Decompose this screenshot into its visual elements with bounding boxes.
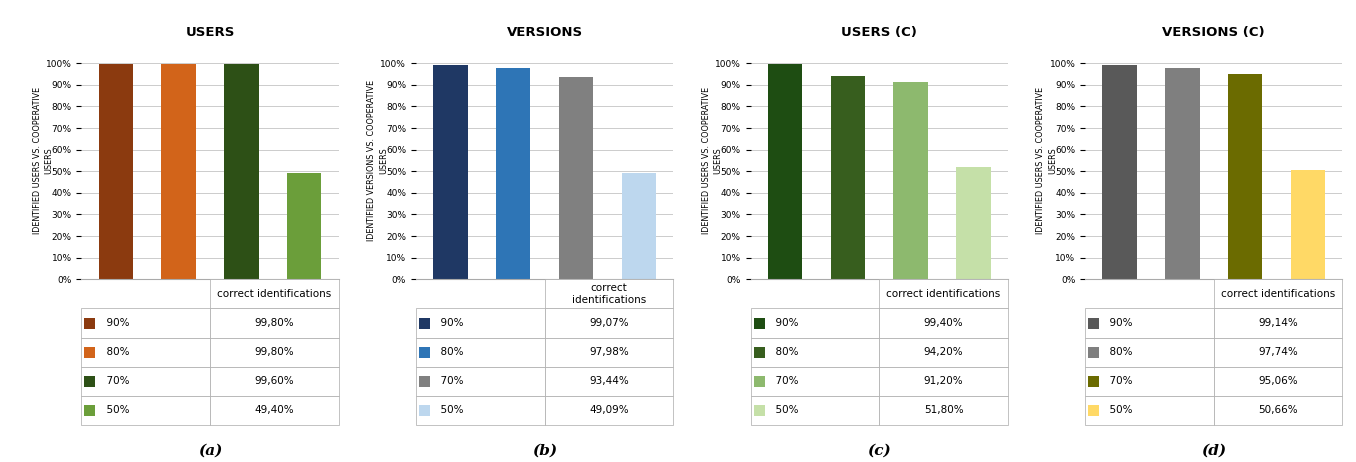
Y-axis label: IDENTIFIED USERS VS. COOPERATIVE
USERS: IDENTIFIED USERS VS. COOPERATIVE USERS	[701, 87, 723, 234]
Y-axis label: IDENTIFIED USERS VS. COOPERATIVE
USERS: IDENTIFIED USERS VS. COOPERATIVE USERS	[33, 87, 53, 234]
Bar	[1291, 170, 1325, 280]
Bar	[99, 64, 133, 280]
Bar	[767, 65, 803, 280]
Bar	[287, 172, 321, 280]
Bar	[1229, 74, 1262, 280]
Bar	[830, 76, 865, 280]
Text: (b): (b)	[532, 444, 557, 457]
Bar	[224, 64, 259, 280]
Y-axis label: IDENTIFIED VERSIONS VS. COOPERATIVE
USERS: IDENTIFIED VERSIONS VS. COOPERATIVE USER…	[367, 80, 388, 241]
Bar	[621, 173, 656, 280]
Bar	[433, 65, 468, 280]
Bar	[1102, 65, 1136, 280]
Bar	[894, 82, 928, 280]
Text: (a): (a)	[198, 444, 222, 457]
Bar	[161, 64, 195, 280]
Text: (c): (c)	[868, 444, 891, 457]
Bar	[559, 77, 594, 280]
Y-axis label: IDENTIFIED USERS VS. COOPERATIVE
USERS: IDENTIFIED USERS VS. COOPERATIVE USERS	[1036, 87, 1058, 234]
Bar	[496, 67, 530, 280]
Bar	[1165, 68, 1200, 280]
Title: VERSIONS: VERSIONS	[507, 26, 583, 39]
Title: USERS (C): USERS (C)	[841, 26, 917, 39]
Title: USERS: USERS	[186, 26, 235, 39]
Text: (d): (d)	[1201, 444, 1226, 457]
Title: VERSIONS (C): VERSIONS (C)	[1162, 26, 1265, 39]
Bar	[956, 167, 991, 280]
